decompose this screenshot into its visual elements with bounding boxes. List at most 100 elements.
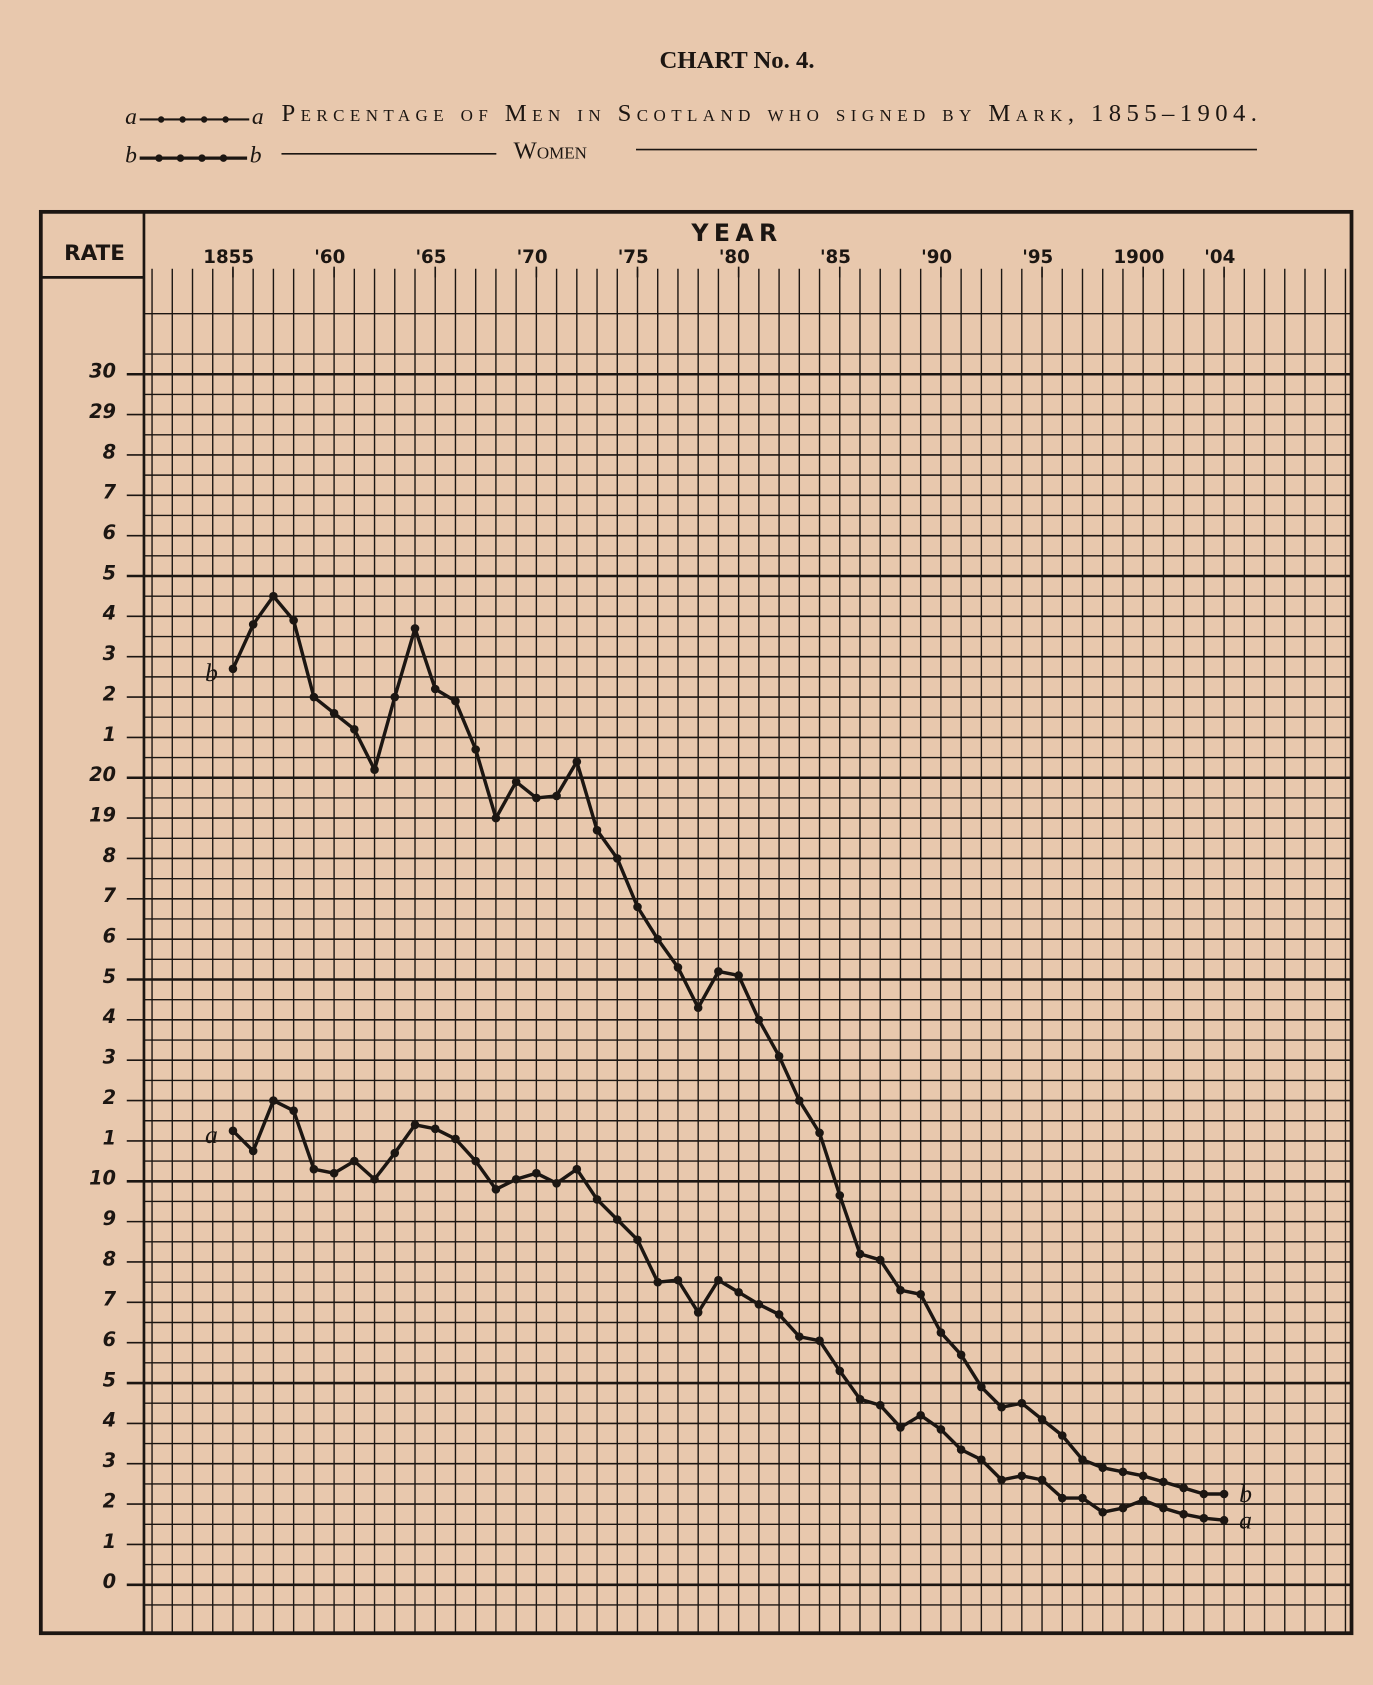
x-tick-label: '90 (921, 247, 952, 268)
data-point (532, 1168, 541, 1178)
data-point (693, 1003, 703, 1013)
data-point (491, 1185, 501, 1194)
y-tick-label: 6 (103, 1328, 116, 1351)
legend-letter: a (125, 104, 137, 130)
data-point (1098, 1507, 1108, 1517)
series-label: b (205, 658, 218, 687)
data-point (511, 1174, 521, 1184)
data-point (835, 1191, 845, 1200)
data-point (471, 745, 480, 754)
data-point (673, 963, 683, 972)
x-tick-label: '80 (719, 247, 750, 268)
data-point (1219, 1489, 1229, 1499)
y-tick-label: 5 (103, 561, 116, 584)
y-tick-label: 10 (89, 1167, 116, 1190)
series-label: a (1239, 1505, 1252, 1534)
y-axis-label: RATE (64, 241, 125, 266)
data-point (451, 696, 460, 706)
data-point (633, 1235, 642, 1245)
data-point (936, 1328, 946, 1337)
data-point (774, 1310, 784, 1319)
series-line (231, 594, 1225, 1496)
data-point (855, 1249, 865, 1259)
data-point (1159, 1477, 1168, 1487)
legend-dots (155, 154, 228, 162)
data-point (592, 1195, 602, 1204)
grid: 0 1 2 3 4 5 6 7 8 9 10 1 2 3 4 5 6 7 8 19 20 1 2 3 4 5 6 7 8 29 30 1855… (89, 247, 1352, 1634)
data-point (795, 1096, 804, 1105)
legend-label: Percentage of Men in Scotland who signed… (281, 100, 1256, 127)
legend-letter: b (125, 142, 137, 168)
y-tick-label: 7 (103, 884, 117, 907)
data-point (1199, 1513, 1209, 1523)
data-point (1118, 1467, 1128, 1477)
y-tick-label: 3 (103, 1046, 116, 1069)
y-tick-label: 2 (103, 682, 116, 705)
data-point (896, 1423, 905, 1432)
data-point (653, 934, 663, 944)
legend-letter: b (250, 142, 262, 168)
data-point (451, 1134, 460, 1144)
legend-letter: a (252, 104, 264, 130)
data-point (471, 1156, 480, 1166)
frame (38, 209, 1354, 1636)
data-point (491, 813, 501, 823)
data-point (430, 684, 440, 694)
data-point (269, 1096, 278, 1105)
data-point (956, 1445, 966, 1454)
y-tick-label: 1 (103, 1126, 116, 1149)
y-tick-label: 6 (103, 925, 116, 948)
data-point (1179, 1509, 1188, 1519)
data-point (350, 1156, 359, 1166)
y-tick-label: 8 (103, 1247, 116, 1270)
y-tick-label: 4 (102, 602, 116, 625)
data-point (350, 725, 359, 734)
y-tick-label: 9 (103, 1207, 116, 1230)
data-point (309, 1164, 319, 1174)
y-tick-label: 4 (102, 1409, 116, 1432)
data-point (1037, 1415, 1047, 1424)
y-tick-label: 4 (102, 1005, 116, 1028)
x-tick-label: '85 (820, 247, 851, 268)
data-point (1179, 1483, 1188, 1493)
data-point (309, 692, 319, 702)
y-tick-label: 1 (103, 1530, 116, 1553)
data-point (532, 793, 541, 803)
y-tick-label: 30 (89, 360, 116, 383)
data-point (714, 967, 723, 976)
x-tick-label: 1855 (203, 247, 254, 268)
data-point (1118, 1503, 1128, 1513)
data-point (430, 1124, 440, 1134)
data-point (289, 1106, 298, 1115)
x-tick-label: '65 (415, 247, 446, 268)
data-point (875, 1255, 885, 1265)
x-tick-label: '60 (314, 247, 345, 268)
y-tick-label: 3 (103, 642, 116, 665)
data-point (1078, 1493, 1087, 1503)
y-tick-label: 20 (89, 763, 116, 786)
data-point (1057, 1431, 1067, 1440)
data-point (1037, 1475, 1047, 1485)
data-point (734, 971, 743, 980)
data-point (956, 1350, 966, 1360)
data-point (592, 825, 602, 835)
data-point (390, 1148, 400, 1158)
x-tick-label: '75 (618, 247, 649, 268)
data-point (269, 591, 278, 601)
data-point (410, 1120, 420, 1130)
data-point (896, 1285, 905, 1295)
data-point (997, 1402, 1006, 1412)
data-point (1199, 1489, 1209, 1499)
data-point (572, 1164, 582, 1174)
series-label: b (1239, 1479, 1252, 1508)
y-tick-label: 3 (103, 1449, 116, 1472)
data-point (855, 1394, 865, 1404)
data-point (997, 1475, 1006, 1485)
data-point (1017, 1471, 1027, 1481)
data-point (795, 1332, 804, 1341)
y-tick-label: 2 (103, 1086, 116, 1109)
x-tick-label: '04 (1204, 247, 1235, 268)
